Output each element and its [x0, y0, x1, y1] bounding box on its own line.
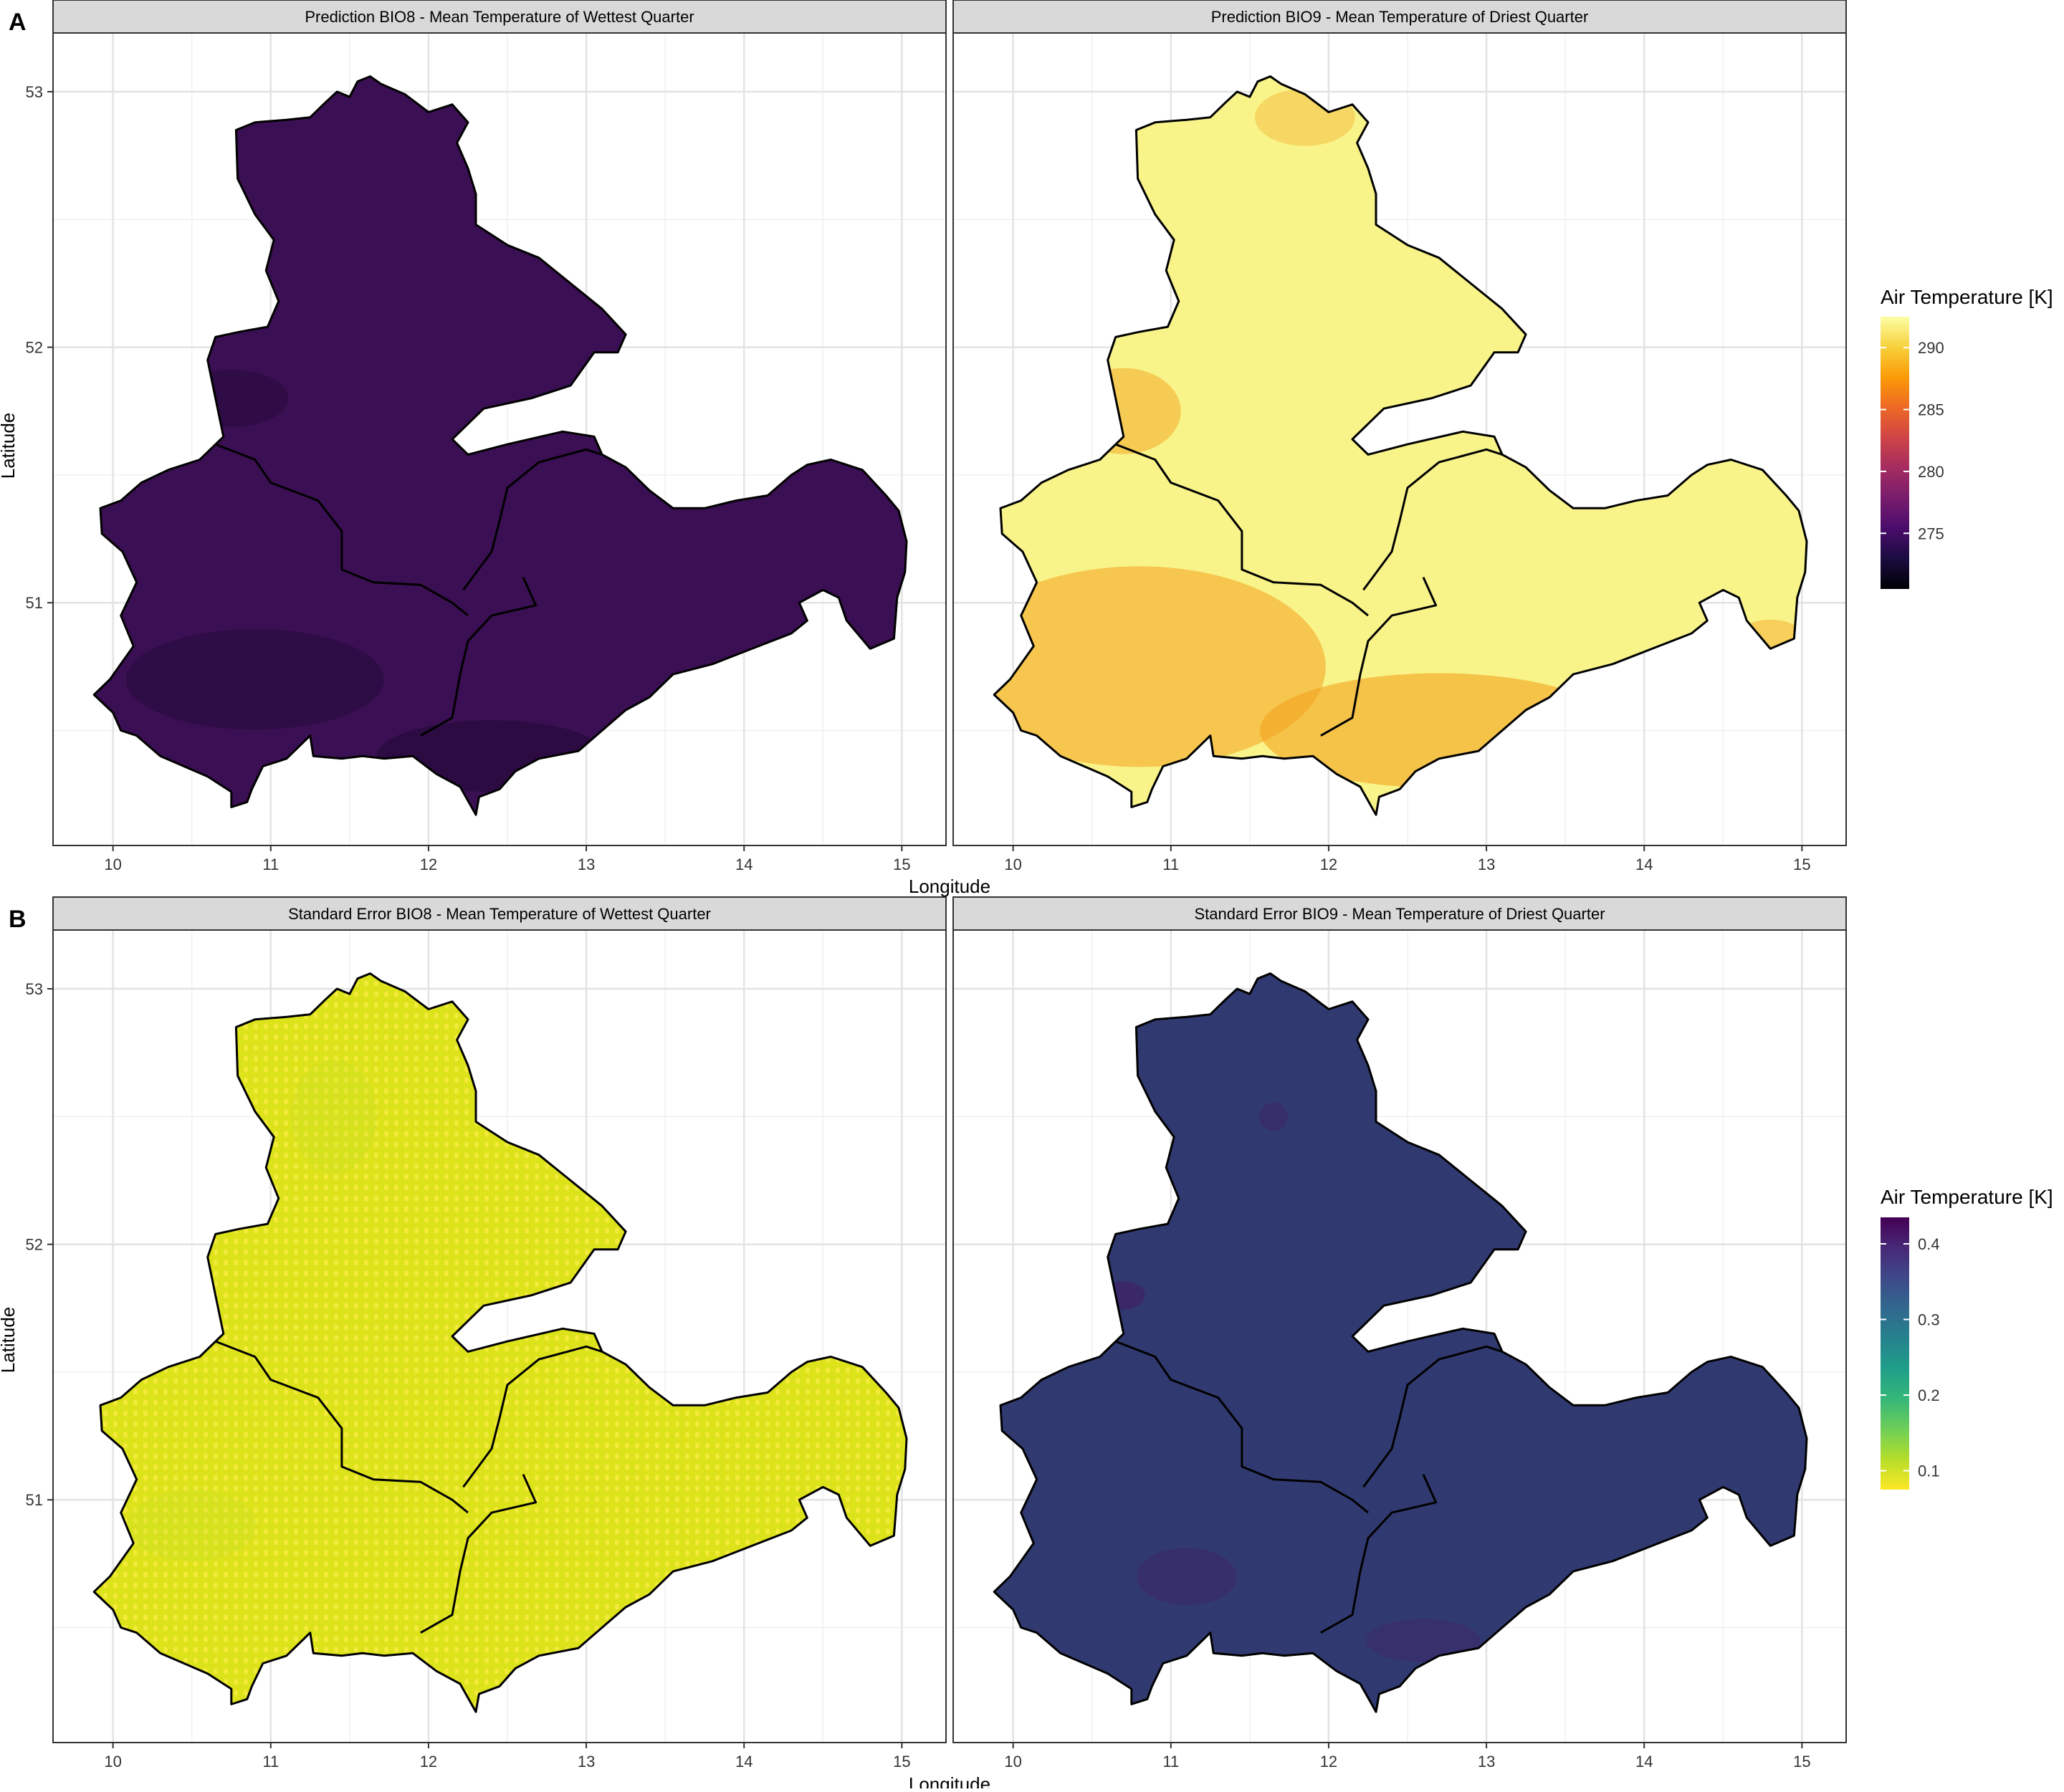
legend-tick-label: 0.1: [1918, 1462, 1940, 1480]
y-tick-label: 53: [26, 980, 43, 998]
region-shading: [127, 1059, 377, 1561]
state-border-1: [1115, 443, 1369, 617]
plot-frame: [52, 32, 947, 846]
state-border-2: [462, 1345, 603, 1488]
map-panel-a-left: Prediction BIO8 - Mean Temperature of We…: [26, 0, 947, 873]
state-border-2: [462, 448, 603, 591]
x-tick-label: 11: [1162, 1753, 1179, 1771]
state-border-2: [1362, 1345, 1503, 1488]
legend-tick-label: 275: [1918, 524, 1944, 542]
legend-tick-label: 0.2: [1918, 1386, 1940, 1404]
state-border-3: [420, 576, 538, 737]
x-tick-label: 10: [104, 856, 121, 873]
x-axis-title-b: Longitude: [909, 1773, 990, 1788]
panel-title: Prediction BIO9 - Mean Temperature of Dr…: [1211, 8, 1589, 26]
state-border-3: [1320, 1473, 1438, 1634]
x-tick-label: 15: [1793, 1753, 1810, 1771]
plot-frame: [52, 929, 947, 1743]
panel-title: Standard Error BIO9 - Mean Temperature o…: [1194, 905, 1605, 923]
x-tick-label: 14: [1635, 1753, 1653, 1771]
x-tick-label: 13: [578, 1753, 595, 1771]
map-panel-b-right: Standard Error BIO9 - Mean Temperature o…: [952, 896, 1847, 1771]
section-b-label: B: [9, 906, 27, 933]
x-tick-label: 14: [1635, 856, 1653, 873]
y-axis-title-b: Latitude: [0, 1307, 19, 1374]
x-tick-label: 15: [1793, 856, 1810, 873]
x-tick-label: 13: [1478, 1753, 1495, 1771]
state-border-3: [420, 1473, 538, 1634]
region-outline: [92, 972, 908, 1713]
x-tick-label: 12: [420, 1753, 437, 1771]
region-shading: [1102, 1102, 1481, 1662]
x-tick-label: 15: [893, 1753, 910, 1771]
y-tick-label: 51: [26, 594, 43, 612]
x-tick-label: 12: [1320, 1753, 1337, 1771]
legend-a: Air Temperature [K] 290 285 280 275: [1881, 286, 2053, 589]
x-axis-title-a: Longitude: [909, 876, 990, 897]
x-tick-label: 13: [578, 856, 595, 873]
map-panel-a-right: Prediction BIO9 - Mean Temperature of Dr…: [952, 0, 1847, 873]
legend-tick-label: 0.3: [1918, 1311, 1940, 1329]
legend-title: Air Temperature [K]: [1881, 286, 2053, 308]
plot-frame: [952, 32, 1847, 846]
state-border-2: [1362, 448, 1503, 591]
legend-tick-label: 280: [1918, 463, 1944, 481]
y-tick-label: 53: [26, 83, 43, 101]
x-tick-label: 11: [262, 1753, 279, 1771]
x-tick-label: 12: [1320, 856, 1337, 873]
y-tick-label: 52: [26, 339, 43, 357]
y-axis-title-a: Latitude: [0, 413, 19, 479]
x-tick-label: 13: [1478, 856, 1495, 873]
section-a-label: A: [9, 9, 27, 36]
state-border-1: [215, 443, 469, 617]
panel-title: Standard Error BIO8 - Mean Temperature o…: [288, 905, 711, 923]
legend-tick-label: 285: [1918, 401, 1944, 419]
plot-frame: [952, 929, 1847, 1743]
map-panels: Prediction BIO8 - Mean Temperature of We…: [26, 0, 1847, 1771]
x-tick-label: 11: [1162, 856, 1179, 873]
state-border-3: [1320, 576, 1438, 737]
legend-colorbar: [1881, 317, 1909, 589]
x-tick-label: 15: [893, 856, 910, 873]
region-fill: [994, 973, 1807, 1712]
region-fill: [94, 973, 907, 1712]
x-tick-label: 14: [735, 1753, 752, 1771]
legend-b: Air Temperature [K] 0.4 0.3 0.2 0.1: [1881, 1186, 2053, 1490]
region-outline: [993, 972, 1808, 1713]
state-border-1: [215, 1340, 469, 1514]
x-tick-label: 10: [1004, 1753, 1021, 1771]
state-border-1: [1115, 1340, 1369, 1514]
panel-title-strip: [52, 0, 947, 34]
legend-tick-label: 0.4: [1918, 1235, 1940, 1253]
legend-title: Air Temperature [K]: [1881, 1186, 2053, 1208]
region-outline: [993, 75, 1808, 816]
panel-title: Prediction BIO8 - Mean Temperature of We…: [305, 8, 694, 26]
y-tick-label: 52: [26, 1236, 43, 1254]
x-tick-label: 14: [735, 856, 752, 873]
x-tick-label: 10: [104, 1753, 121, 1771]
x-tick-label: 11: [262, 856, 279, 873]
x-tick-label: 10: [1004, 856, 1021, 873]
panel-title-strip: [52, 896, 947, 931]
legend-tick-label: 290: [1918, 339, 1944, 357]
map-panel-b-left: Standard Error BIO8 - Mean Temperature o…: [26, 896, 947, 1771]
region-fill: [94, 76, 907, 815]
y-tick-label: 51: [26, 1491, 43, 1509]
x-tick-label: 12: [420, 856, 437, 873]
region-outline: [92, 75, 908, 816]
legend-colorbar: [1881, 1217, 1909, 1490]
